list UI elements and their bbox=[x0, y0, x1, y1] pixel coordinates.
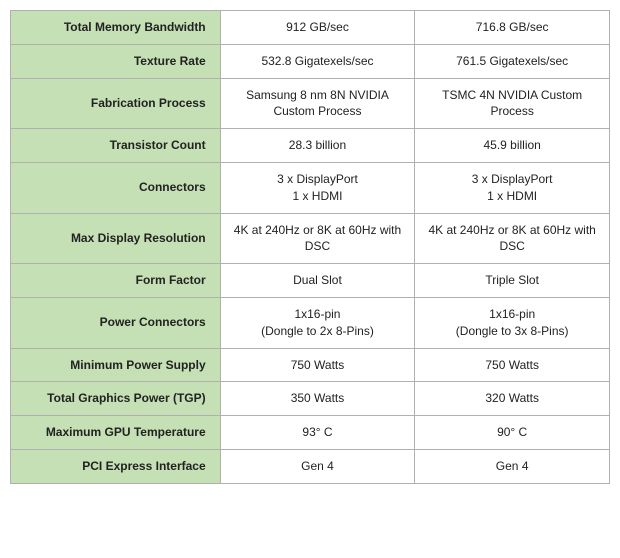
spec-label: Minimum Power Supply bbox=[11, 348, 221, 382]
spec-value-line2: (Dongle to 2x 8-Pins) bbox=[231, 323, 405, 340]
spec-value-col1: 93° C bbox=[220, 416, 415, 450]
spec-value-col2: 750 Watts bbox=[415, 348, 610, 382]
spec-value-col1: Samsung 8 nm 8N NVIDIA Custom Process bbox=[220, 78, 415, 129]
spec-label: Form Factor bbox=[11, 264, 221, 298]
table-row: Transistor Count 28.3 billion 45.9 billi… bbox=[11, 129, 610, 163]
spec-value-line1: 3 x DisplayPort bbox=[231, 171, 405, 188]
table-row: Maximum GPU Temperature 93° C 90° C bbox=[11, 416, 610, 450]
spec-value-col1: 3 x DisplayPort 1 x HDMI bbox=[220, 162, 415, 213]
table-row: Fabrication Process Samsung 8 nm 8N NVID… bbox=[11, 78, 610, 129]
spec-value-col1: 4K at 240Hz or 8K at 60Hz with DSC bbox=[220, 213, 415, 264]
spec-label: Transistor Count bbox=[11, 129, 221, 163]
table-row: PCI Express Interface Gen 4 Gen 4 bbox=[11, 449, 610, 483]
spec-value-col2: 716.8 GB/sec bbox=[415, 11, 610, 45]
spec-value-line1: 1x16-pin bbox=[425, 306, 599, 323]
table-row: Minimum Power Supply 750 Watts 750 Watts bbox=[11, 348, 610, 382]
spec-value-col1: 750 Watts bbox=[220, 348, 415, 382]
spec-value-line2: 1 x HDMI bbox=[425, 188, 599, 205]
table-row: Total Graphics Power (TGP) 350 Watts 320… bbox=[11, 382, 610, 416]
spec-label: Connectors bbox=[11, 162, 221, 213]
spec-label: Power Connectors bbox=[11, 297, 221, 348]
spec-value-line2: (Dongle to 3x 8-Pins) bbox=[425, 323, 599, 340]
spec-value-col2: Triple Slot bbox=[415, 264, 610, 298]
spec-label: Max Display Resolution bbox=[11, 213, 221, 264]
spec-value-col1: 350 Watts bbox=[220, 382, 415, 416]
spec-value-col1: Gen 4 bbox=[220, 449, 415, 483]
spec-label: Fabrication Process bbox=[11, 78, 221, 129]
table-row: Connectors 3 x DisplayPort 1 x HDMI 3 x … bbox=[11, 162, 610, 213]
spec-value-col2: 90° C bbox=[415, 416, 610, 450]
spec-value-col2: 45.9 billion bbox=[415, 129, 610, 163]
spec-value-col2: 761.5 Gigatexels/sec bbox=[415, 44, 610, 78]
spec-value-col1: 532.8 Gigatexels/sec bbox=[220, 44, 415, 78]
spec-label: PCI Express Interface bbox=[11, 449, 221, 483]
spec-value-col1: 912 GB/sec bbox=[220, 11, 415, 45]
spec-value-line1: 1x16-pin bbox=[231, 306, 405, 323]
spec-value-line2: 1 x HDMI bbox=[231, 188, 405, 205]
spec-value-col2: TSMC 4N NVIDIA Custom Process bbox=[415, 78, 610, 129]
spec-value-col2: 4K at 240Hz or 8K at 60Hz with DSC bbox=[415, 213, 610, 264]
table-row: Total Memory Bandwidth 912 GB/sec 716.8 … bbox=[11, 11, 610, 45]
spec-value-col2: 3 x DisplayPort 1 x HDMI bbox=[415, 162, 610, 213]
table-row: Power Connectors 1x16-pin (Dongle to 2x … bbox=[11, 297, 610, 348]
table-row: Form Factor Dual Slot Triple Slot bbox=[11, 264, 610, 298]
spec-value-col2: 320 Watts bbox=[415, 382, 610, 416]
table-row: Max Display Resolution 4K at 240Hz or 8K… bbox=[11, 213, 610, 264]
spec-label: Maximum GPU Temperature bbox=[11, 416, 221, 450]
spec-label: Total Graphics Power (TGP) bbox=[11, 382, 221, 416]
spec-value-col1: Dual Slot bbox=[220, 264, 415, 298]
spec-label: Texture Rate bbox=[11, 44, 221, 78]
spec-value-col2: 1x16-pin (Dongle to 3x 8-Pins) bbox=[415, 297, 610, 348]
spec-value-col1: 1x16-pin (Dongle to 2x 8-Pins) bbox=[220, 297, 415, 348]
spec-value-col1: 28.3 billion bbox=[220, 129, 415, 163]
spec-label: Total Memory Bandwidth bbox=[11, 11, 221, 45]
spec-table: Total Memory Bandwidth 912 GB/sec 716.8 … bbox=[10, 10, 610, 484]
spec-value-col2: Gen 4 bbox=[415, 449, 610, 483]
spec-value-line1: 3 x DisplayPort bbox=[425, 171, 599, 188]
table-row: Texture Rate 532.8 Gigatexels/sec 761.5 … bbox=[11, 44, 610, 78]
